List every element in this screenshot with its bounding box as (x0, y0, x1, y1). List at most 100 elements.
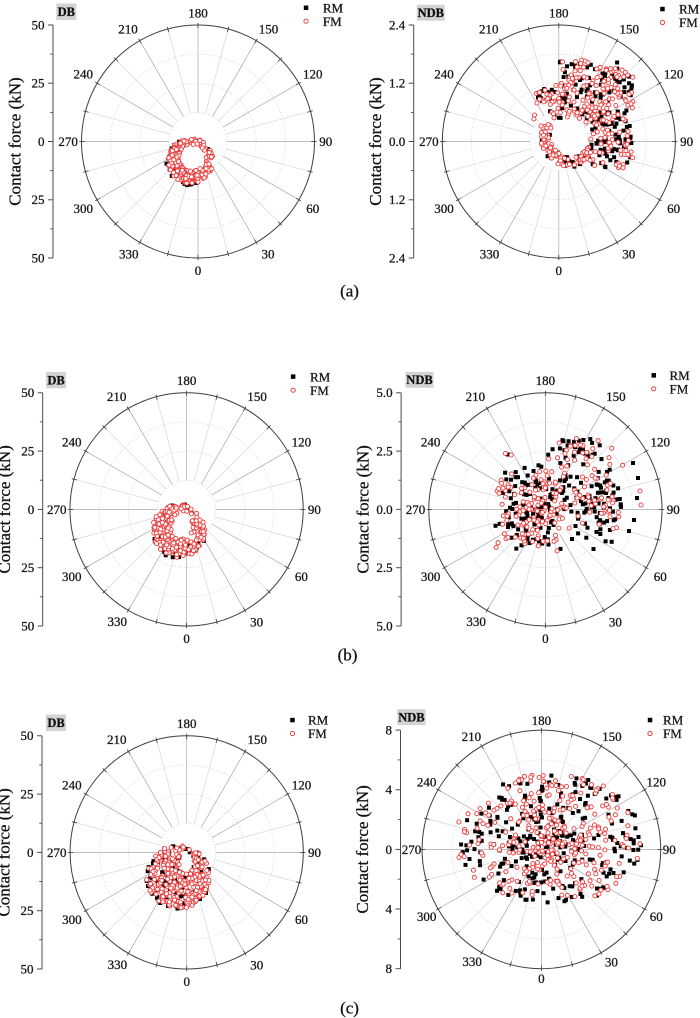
svg-text:0: 0 (27, 845, 34, 860)
svg-text:60: 60 (306, 201, 319, 216)
svg-text:120: 120 (650, 435, 670, 450)
svg-text:90: 90 (319, 134, 332, 149)
svg-text:NDB: NDB (406, 373, 432, 387)
svg-text:Contact force (kN): Contact force (kN) (0, 445, 14, 573)
svg-text:210: 210 (462, 729, 482, 744)
svg-text:210: 210 (107, 732, 127, 747)
svg-text:150: 150 (247, 732, 267, 747)
svg-text:270: 270 (419, 134, 439, 149)
svg-text:330: 330 (108, 614, 128, 629)
svg-text:270: 270 (47, 502, 67, 517)
svg-text:240: 240 (62, 434, 82, 449)
svg-text:300: 300 (417, 909, 437, 924)
svg-text:240: 240 (417, 774, 437, 789)
svg-text:(a): (a) (340, 282, 359, 301)
svg-text:FM: FM (308, 726, 327, 741)
svg-text:FM: FM (310, 383, 329, 398)
svg-text:DB: DB (47, 716, 64, 730)
svg-text:90: 90 (308, 502, 321, 517)
svg-text:300: 300 (73, 201, 93, 216)
svg-text:180: 180 (177, 716, 197, 731)
svg-text:4: 4 (386, 782, 393, 797)
svg-text:120: 120 (292, 778, 312, 793)
svg-text:240: 240 (73, 66, 93, 81)
svg-text:25: 25 (32, 76, 45, 91)
svg-text:270: 270 (402, 842, 422, 857)
svg-text:330: 330 (119, 246, 139, 261)
svg-text:210: 210 (107, 389, 127, 404)
svg-text:30: 30 (605, 954, 618, 969)
svg-text:120: 120 (646, 775, 666, 790)
svg-text:150: 150 (620, 21, 640, 36)
svg-text:30: 30 (622, 246, 635, 261)
svg-text:60: 60 (667, 201, 680, 216)
svg-text:0: 0 (183, 974, 190, 989)
svg-text:270: 270 (47, 845, 67, 860)
svg-text:150: 150 (247, 389, 267, 404)
svg-text:240: 240 (434, 66, 454, 81)
svg-text:30: 30 (250, 614, 263, 629)
svg-text:330: 330 (466, 614, 486, 629)
svg-text:210: 210 (118, 21, 138, 36)
svg-text:NDB: NDB (398, 710, 424, 724)
svg-text:RM: RM (663, 713, 684, 728)
svg-text:60: 60 (654, 569, 667, 584)
svg-text:DB: DB (47, 373, 64, 387)
svg-text:FM: FM (670, 381, 689, 396)
svg-text:5.0: 5.0 (376, 385, 392, 400)
svg-text:90: 90 (663, 842, 676, 857)
svg-text:0: 0 (195, 263, 202, 278)
svg-text:180: 180 (549, 5, 569, 20)
svg-text:FM: FM (679, 15, 698, 30)
svg-text:150: 150 (259, 21, 279, 36)
svg-text:Contact force (kN): Contact force (kN) (6, 77, 25, 205)
svg-text:120: 120 (292, 435, 312, 450)
svg-text:180: 180 (536, 373, 556, 388)
svg-text:120: 120 (664, 67, 684, 82)
svg-text:240: 240 (62, 777, 82, 792)
svg-text:RM: RM (323, 0, 344, 15)
svg-text:30: 30 (262, 246, 275, 261)
svg-text:30: 30 (250, 957, 263, 972)
svg-text:210: 210 (466, 389, 486, 404)
svg-text:25: 25 (21, 444, 34, 459)
svg-text:120: 120 (303, 67, 323, 82)
svg-text:DB: DB (58, 5, 75, 19)
svg-text:150: 150 (602, 729, 622, 744)
svg-text:180: 180 (532, 713, 552, 728)
svg-text:25: 25 (21, 903, 34, 918)
svg-text:(c): (c) (340, 999, 359, 1018)
svg-text:25: 25 (32, 192, 45, 207)
svg-text:240: 240 (421, 434, 441, 449)
svg-text:270: 270 (58, 134, 78, 149)
svg-text:FM: FM (663, 726, 682, 741)
svg-text:0: 0 (38, 134, 45, 149)
svg-text:5.0: 5.0 (376, 618, 392, 633)
svg-text:2.4: 2.4 (389, 250, 406, 265)
svg-text:Contact force (kN): Contact force (kN) (366, 77, 385, 205)
svg-text:NDB: NDB (418, 6, 444, 20)
svg-text:25: 25 (21, 787, 34, 802)
svg-text:90: 90 (667, 502, 680, 517)
svg-text:300: 300 (62, 569, 82, 584)
svg-text:Contact force (kN): Contact force (kN) (0, 788, 14, 916)
svg-text:30: 30 (609, 614, 622, 629)
svg-text:RM: RM (679, 2, 700, 17)
svg-text:90: 90 (308, 845, 321, 860)
svg-text:0: 0 (538, 971, 545, 986)
svg-text:2.4: 2.4 (389, 17, 406, 32)
svg-text:4: 4 (386, 901, 393, 916)
svg-text:180: 180 (177, 373, 197, 388)
svg-text:RM: RM (310, 369, 331, 384)
svg-text:50: 50 (21, 728, 34, 743)
svg-text:50: 50 (32, 17, 45, 32)
svg-text:RM: RM (670, 368, 691, 383)
svg-text:2.5: 2.5 (376, 560, 392, 575)
svg-text:FM: FM (323, 14, 342, 29)
svg-text:270: 270 (406, 502, 426, 517)
svg-text:50: 50 (21, 385, 34, 400)
svg-text:RM: RM (308, 713, 329, 728)
svg-text:Contact force (kN): Contact force (kN) (354, 445, 373, 573)
svg-text:330: 330 (480, 246, 500, 261)
svg-text:60: 60 (650, 909, 663, 924)
